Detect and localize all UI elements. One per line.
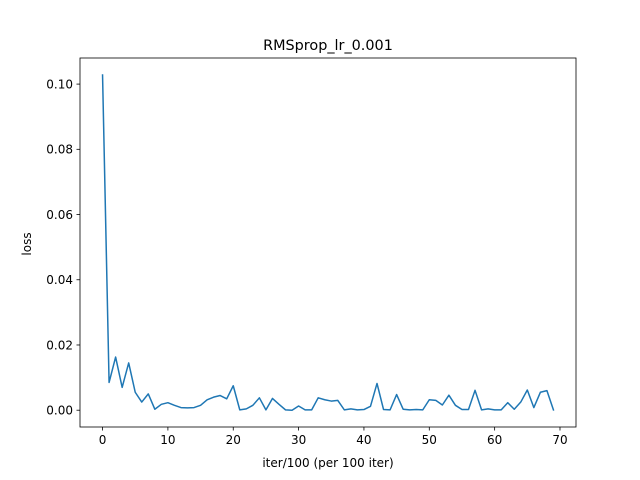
axes-frame [79,57,577,428]
series-line-0 [101,74,555,411]
x-axis-label: iter/100 (per 100 iter) [262,456,393,470]
y-tick-label: 0.10 [46,77,73,91]
x-tick-label: 30 [291,433,306,447]
y-axis-label: loss [20,232,34,255]
x-tick-label: 70 [552,433,567,447]
x-tick-label: 0 [99,433,107,447]
chart-title: RMSprop_lr_0.001 [263,38,393,54]
x-tick-label: 10 [160,433,175,447]
x-tick-label: 60 [487,433,502,447]
y-axis-ticks: 0.00 0.02 0.04 0.06 0.08 0.10 [46,77,80,418]
x-tick-label: 20 [226,433,241,447]
y-tick-label: 0.04 [46,273,73,287]
y-tick-label: 0.02 [46,338,73,352]
y-tick-label: 0.00 [46,404,73,418]
plot-area [101,74,555,411]
x-tick-label: 50 [422,433,437,447]
x-axis-ticks: 0 10 20 30 40 50 60 70 [99,427,568,447]
x-tick-label: 40 [356,433,371,447]
y-tick-label: 0.08 [46,143,73,157]
y-tick-label: 0.06 [46,208,73,222]
